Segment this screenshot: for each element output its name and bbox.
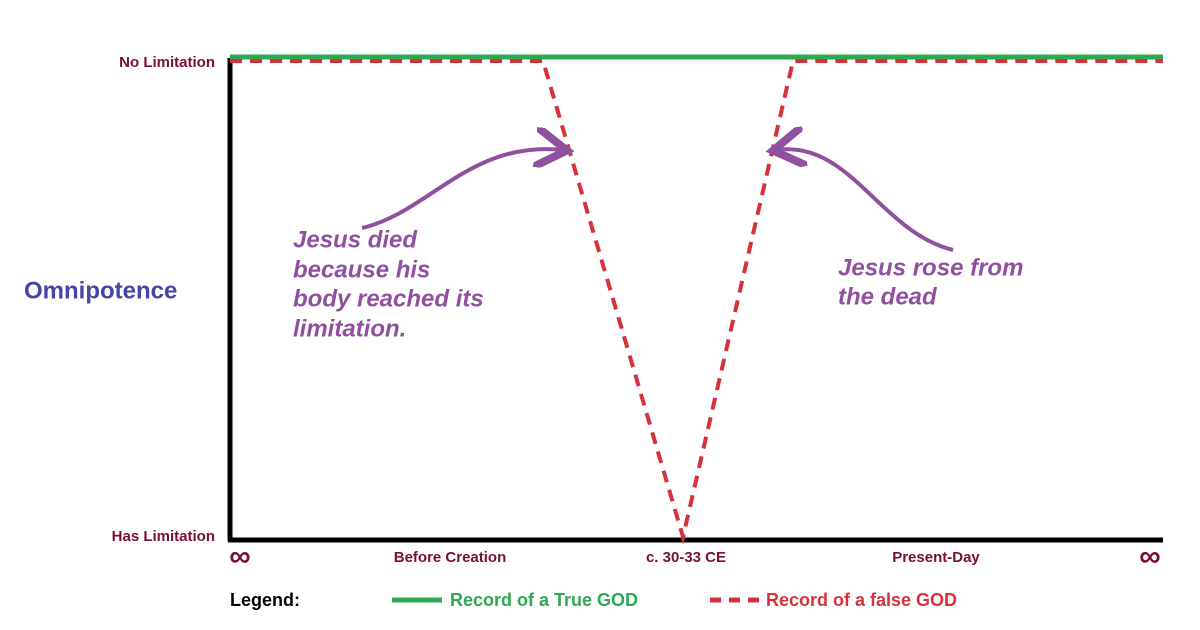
x-label: Present-Day [892, 549, 980, 566]
x-label: ∞ [1139, 540, 1160, 573]
legend-title: Legend: [230, 590, 300, 610]
annotation-line: body reached its [293, 285, 484, 312]
annotation-line: the dead [838, 283, 938, 310]
y-bottom-label: Has Limitation [112, 528, 215, 545]
annotation-line: Jesus rose from [838, 254, 1023, 281]
x-label: ∞ [229, 540, 250, 573]
y-axis-title: Omnipotence [24, 277, 177, 304]
legend-label: Record of a false GOD [766, 590, 957, 610]
legend-label: Record of a True GOD [450, 590, 638, 610]
false-god-line [230, 59, 1163, 545]
x-label: Before Creation [394, 549, 507, 566]
y-top-label: No Limitation [119, 54, 215, 71]
x-label: c. 30-33 CE [646, 549, 726, 566]
arrow-died [361, 149, 563, 230]
annotation-line: Jesus died [293, 226, 418, 253]
arrow-rose [777, 149, 954, 252]
annotation-line: because his [293, 256, 430, 283]
annotation-line: limitation. [293, 315, 406, 342]
